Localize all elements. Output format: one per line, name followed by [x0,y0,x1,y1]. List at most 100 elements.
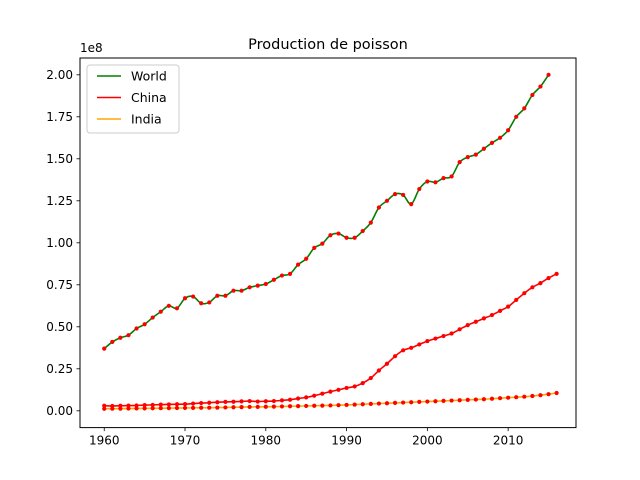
data-point-india [207,405,212,410]
y-axis-ticks: 0.00 0.25 0.50 0.75 1.00 1.25 1.50 1.75 2.00 [46,68,80,418]
y-scale-label: 1e8 [80,41,103,55]
data-point-world [223,293,228,298]
data-point-china [530,285,535,290]
data-point-world [166,303,171,308]
y-tick-label: 1.25 [46,194,73,208]
x-axis-ticks: 1960 1970 1980 1990 2000 2010 [89,427,523,448]
y-tick-label: 1.00 [46,236,73,250]
data-point-china [320,391,325,396]
data-point-india [360,402,365,407]
data-point-world [312,245,317,250]
data-point-world [457,160,462,165]
data-point-china [166,402,171,407]
data-point-china [215,400,220,405]
data-point-world [304,256,309,261]
data-point-china [376,368,381,373]
data-point-china [449,331,454,336]
data-point-india [312,403,317,408]
data-point-china [271,398,276,404]
data-point-china [392,354,398,359]
data-point-india [279,404,285,409]
data-point-world [384,198,390,203]
data-point-india [409,400,414,405]
data-point-india [102,406,107,411]
data-point-china [287,397,293,402]
data-point-india [433,399,438,404]
data-point-china [134,403,139,408]
data-point-india [417,399,422,404]
x-tick-label: 1960 [89,434,120,448]
data-point-world [279,273,285,278]
data-point-india [134,406,139,411]
legend-box [86,64,180,134]
data-point-china [384,361,390,366]
data-point-china [158,402,163,407]
chart-title: Production de poisson [248,37,408,53]
data-point-china [514,297,519,303]
data-point-world [320,241,325,246]
data-point-india [481,397,487,402]
data-point-china [126,403,131,408]
data-point-world [465,155,470,160]
data-point-world [271,277,276,282]
data-point-india [514,395,519,400]
data-point-india [336,403,341,408]
data-point-china [239,399,244,404]
data-point-china [344,385,349,391]
data-point-world [433,180,438,185]
data-point-world [522,106,527,111]
data-point-india [239,405,244,410]
data-point-china [279,398,285,403]
data-point-india [320,403,325,408]
data-point-china [142,402,147,408]
data-point-china [207,400,212,405]
series-line-china [103,273,558,407]
data-point-india [384,401,390,406]
data-point-world [239,288,244,293]
data-point-india [263,404,268,409]
data-point-china [102,403,107,408]
data-point-world [538,84,543,89]
data-point-india [401,400,406,405]
data-point-world [207,300,212,305]
data-point-world [352,235,357,240]
data-point-world [190,294,196,299]
data-point-india [554,390,559,396]
data-point-india [489,396,495,401]
data-point-china [182,401,188,407]
data-point-india [473,397,478,402]
data-point-china [263,399,268,404]
data-point-india [174,405,180,411]
x-tick-label: 2000 [412,434,443,448]
data-point-india [142,406,147,411]
data-point-world [441,176,446,181]
data-point-china [441,333,446,339]
data-point-world [425,179,430,184]
data-point-india [118,406,123,411]
data-point-india [296,403,301,409]
data-point-india [166,406,171,411]
data-point-china [522,291,527,296]
data-point-world [263,281,268,287]
data-point-india [247,404,252,410]
data-point-world [489,140,495,145]
data-point-india [215,405,220,410]
data-point-world [344,235,349,240]
data-point-india [465,397,470,402]
data-point-world [506,128,511,133]
x-tick-label: 1970 [170,434,201,448]
data-point-world [336,231,341,236]
data-point-china [255,399,260,404]
data-point-china [304,395,309,400]
data-point-china [312,393,317,398]
data-point-world [158,309,163,314]
data-point-world [514,114,519,119]
data-point-world [392,191,398,197]
data-point-india [231,405,236,410]
data-point-world [530,92,535,98]
data-point-india [158,406,163,411]
data-point-india [223,405,228,410]
data-point-world [287,271,293,276]
data-point-india [449,398,454,403]
data-point-india [271,404,276,409]
